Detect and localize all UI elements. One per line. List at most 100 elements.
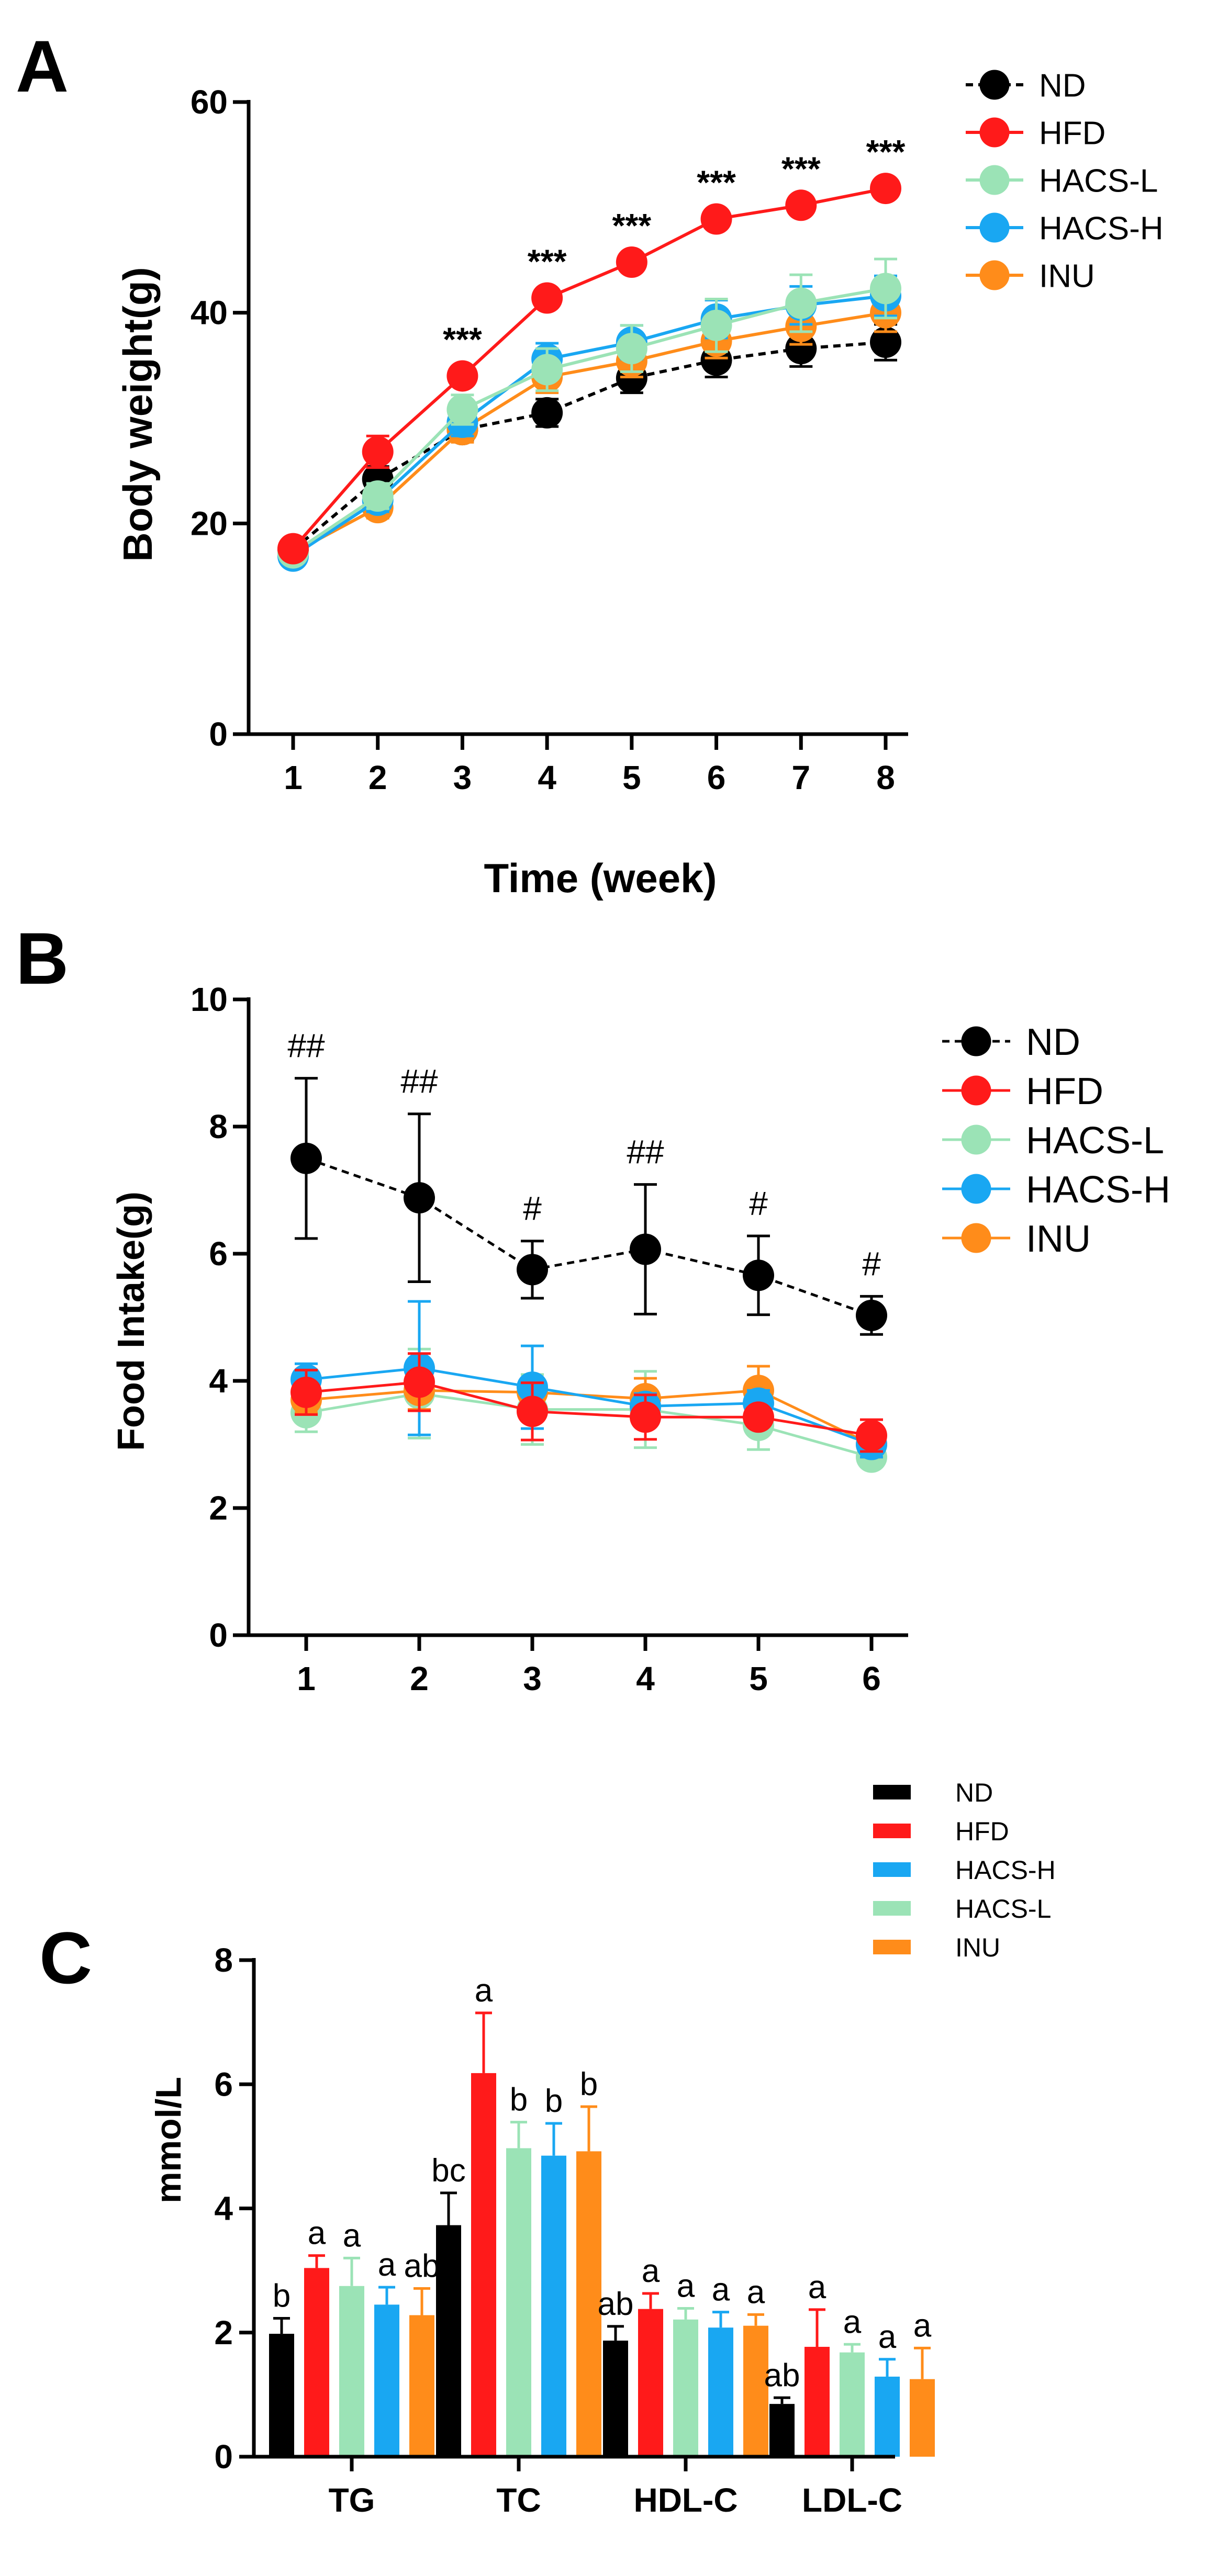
legend-label-HACS-L: HACS-L xyxy=(1039,163,1158,199)
panel-a: A Body weight(g) Time (week) 0 20 40 60 1 2 3 4… xyxy=(16,25,1164,901)
legend-label-HFD: HFD xyxy=(1026,1071,1103,1112)
significance-letter: a xyxy=(642,2253,660,2289)
x-tick-label: 7 xyxy=(791,759,810,796)
legend: ND HFD HACS-L HACS-H INU xyxy=(966,68,1164,294)
data-point-HFD xyxy=(630,1401,661,1433)
data-point-HACS-L xyxy=(446,393,478,425)
bar-HFD-TC xyxy=(471,2073,496,2457)
data-point-ND xyxy=(743,1259,774,1291)
legend-swatch-HFD xyxy=(873,1824,911,1838)
bar-HACS-L-LDL-C xyxy=(840,2352,865,2457)
x-tick-label: TG xyxy=(329,2481,375,2519)
data-point-ND xyxy=(404,1182,435,1214)
x-tick-label: 2 xyxy=(368,759,387,796)
x-axis-title-a: Time (week) xyxy=(484,855,717,901)
legend-label-HACS-H: HACS-H xyxy=(955,1855,1056,1885)
significance-marker: *** xyxy=(612,207,651,244)
data-point-ND xyxy=(630,1233,661,1265)
legend-marker-HFD xyxy=(979,117,1010,148)
legend-label-HACS-L: HACS-L xyxy=(955,1894,1051,1923)
bar-INU-TG xyxy=(409,2315,434,2457)
legend-swatch-HACS-L xyxy=(873,1901,911,1916)
y-tick-label: 2 xyxy=(209,1489,228,1527)
legend-label-INU: INU xyxy=(1039,258,1095,294)
data-point-HACS-L xyxy=(785,287,817,319)
x-tick-label: 3 xyxy=(523,1660,542,1697)
data-point-HFD xyxy=(517,1396,548,1427)
data-point-ND xyxy=(291,1142,322,1174)
y-tick-label: 8 xyxy=(214,1941,233,1979)
y-tick-label: 4 xyxy=(214,2190,233,2228)
significance-letter: bc xyxy=(431,2153,465,2189)
legend-marker-ND xyxy=(979,70,1010,100)
x-tick-label: 3 xyxy=(453,759,472,796)
significance-letter: a xyxy=(308,2215,326,2252)
bar-INU-HDL-C xyxy=(743,2325,768,2457)
significance-marker: # xyxy=(749,1185,768,1222)
data-point-ND xyxy=(517,1254,548,1286)
y-axis-title-c: mmol/L xyxy=(149,2077,188,2203)
data-point-HFD xyxy=(446,360,478,392)
bar-HFD-LDL-C xyxy=(805,2347,830,2457)
y-tick-label: 8 xyxy=(209,1108,228,1145)
legend-label-ND: ND xyxy=(955,1778,993,1807)
data-point-HFD xyxy=(362,436,394,468)
bar-HACS-H-TG xyxy=(374,2304,399,2457)
significance-marker: *** xyxy=(528,242,567,280)
legend-swatch-INU xyxy=(873,1940,911,1954)
significance-marker: # xyxy=(862,1245,881,1283)
bar-HACS-L-TC xyxy=(506,2148,531,2457)
significance-letter: b xyxy=(545,2083,563,2119)
data-point-HFD xyxy=(870,173,901,205)
bar-ND-HDL-C xyxy=(603,2341,628,2457)
bar-HACS-H-LDL-C xyxy=(875,2376,900,2457)
bar-INU-TC xyxy=(576,2151,601,2457)
significance-marker: ## xyxy=(400,1063,438,1100)
legend-marker-INU xyxy=(961,1223,991,1253)
panel-label-c: C xyxy=(39,1917,92,1999)
bar-ND-TG xyxy=(269,2334,294,2457)
panel-label-b: B xyxy=(16,917,69,999)
legend-marker-INU xyxy=(979,260,1010,290)
legend-label-INU: INU xyxy=(955,1933,1000,1962)
significance-letter: a xyxy=(913,2308,932,2344)
series-ND xyxy=(291,1077,887,1336)
data-point-HFD xyxy=(404,1366,435,1398)
x-tick-label: 2 xyxy=(410,1660,429,1697)
bar-HFD-TG xyxy=(304,2268,329,2457)
bar-HACS-L-TG xyxy=(339,2286,364,2457)
y-axis-title-a: Body weight(g) xyxy=(115,267,161,561)
significance-letter: ab xyxy=(404,2248,440,2285)
bar-HACS-H-HDL-C xyxy=(708,2327,733,2457)
significance-letter: b xyxy=(273,2278,291,2314)
series-line-ND xyxy=(306,1157,872,1317)
significance-letter: a xyxy=(747,2274,765,2310)
data-point-ND xyxy=(870,327,901,358)
data-point-HFD xyxy=(291,1376,322,1408)
significance-marker: # xyxy=(523,1190,542,1228)
bar-HACS-L-HDL-C xyxy=(673,2319,698,2457)
significance-letter: b xyxy=(510,2082,528,2118)
significance-letter: b xyxy=(580,2066,598,2102)
significance-letter: a xyxy=(343,2218,361,2254)
data-point-HFD xyxy=(785,189,817,221)
y-tick-label: 0 xyxy=(209,715,228,753)
x-tick-label: 4 xyxy=(538,759,556,796)
bar-HFD-HDL-C xyxy=(638,2309,663,2457)
data-point-HFD xyxy=(531,282,563,314)
significance-letter: ab xyxy=(598,2286,634,2322)
bar-HACS-H-TC xyxy=(541,2155,566,2457)
y-axis-title-b: Food Intake(g) xyxy=(110,1191,152,1451)
series-line-HACS-H xyxy=(306,1367,872,1446)
legend-label-ND: ND xyxy=(1039,68,1086,104)
legend-marker-HACS-L xyxy=(979,165,1010,195)
significance-letter: a xyxy=(378,2247,396,2283)
legend-label-HACS-H: HACS-H xyxy=(1026,1169,1170,1211)
significance-letter: a xyxy=(712,2272,730,2308)
legend: ND HFD HACS-H HACS-L INU xyxy=(873,1778,1056,1962)
data-point-HFD xyxy=(277,533,309,565)
significance-marker: *** xyxy=(443,320,482,358)
data-point-HACS-L xyxy=(531,354,563,386)
significance-marker: *** xyxy=(697,163,736,201)
